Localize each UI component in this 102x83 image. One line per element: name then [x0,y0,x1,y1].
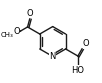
Text: O: O [83,39,89,48]
Text: O: O [26,9,33,18]
Text: CH₃: CH₃ [1,32,13,38]
Text: HO: HO [71,66,84,75]
Text: O: O [13,27,20,36]
Text: N: N [50,52,56,61]
